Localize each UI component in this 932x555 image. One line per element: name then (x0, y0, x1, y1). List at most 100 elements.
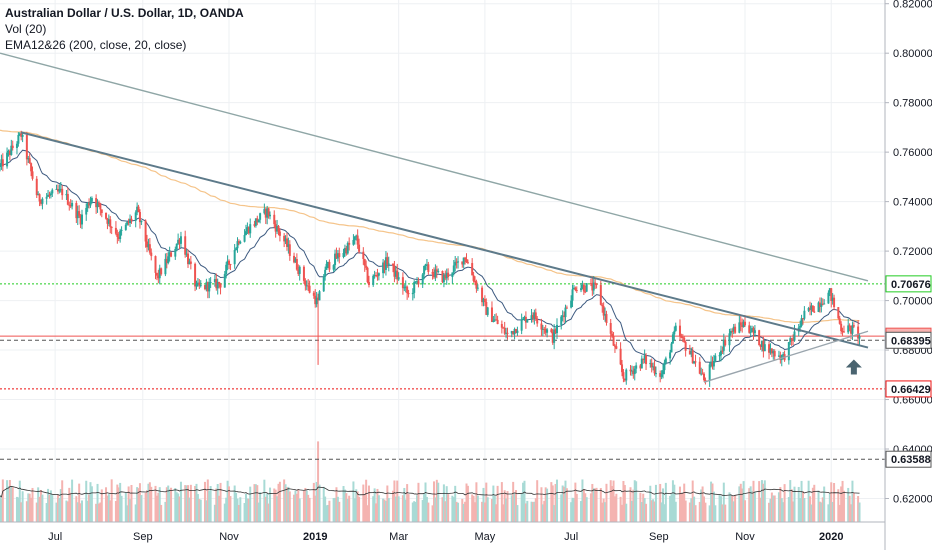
candle-body (226, 260, 229, 265)
candle-body (749, 331, 752, 333)
volume-bar (325, 505, 328, 522)
candle-body (297, 269, 300, 274)
volume-bar (652, 499, 655, 522)
volume-bar (536, 480, 539, 522)
candle-body (187, 253, 190, 265)
candle-body (809, 308, 812, 310)
candle-body (435, 269, 438, 272)
candle-body (731, 330, 734, 332)
candle-body (683, 337, 686, 343)
symbol-title[interactable]: Australian Dollar / U.S. Dollar, 1D, OAN… (5, 6, 244, 20)
price-tag-0.63588[interactable] (885, 450, 932, 468)
volume-bar (144, 492, 147, 522)
volume-bar (68, 487, 71, 522)
volume-bar (734, 495, 737, 522)
volume-bar (119, 482, 122, 522)
candle-body (496, 319, 499, 325)
candle-body (472, 275, 475, 281)
volume-bar (639, 492, 642, 522)
volume-bar (759, 497, 762, 522)
volume-bar (209, 486, 212, 522)
candle-body (274, 224, 277, 232)
volume-indicator-label[interactable]: Vol (20) (5, 22, 47, 36)
volume-bar (76, 502, 79, 522)
price-tag-0.68395[interactable] (885, 331, 932, 349)
volume-bar (820, 502, 823, 522)
candle-body (228, 260, 231, 265)
volume-bar (28, 493, 31, 522)
candle-body (423, 265, 426, 275)
volume-bar (643, 498, 646, 522)
volume-bar (698, 501, 701, 522)
volume-bar (811, 487, 814, 522)
volume-bar (423, 493, 426, 522)
candle-body (742, 321, 745, 328)
up-arrow-icon[interactable] (845, 359, 862, 375)
candle-body (293, 255, 296, 263)
candle-body (185, 253, 188, 255)
volume-bar (674, 501, 677, 522)
volume-bar (732, 501, 735, 522)
volume-bar (584, 493, 587, 522)
volume-bar (322, 486, 325, 522)
price-tick-label: 0.80000 (893, 48, 932, 60)
candle-body (427, 264, 430, 272)
volume-bar (411, 502, 414, 522)
volume-bar (435, 479, 438, 522)
candle-body (698, 361, 701, 374)
candle-body (768, 344, 771, 353)
candle-body (332, 265, 335, 270)
candle-body (635, 365, 638, 369)
volume-bar (476, 495, 479, 522)
candle-body (229, 264, 232, 266)
volume-bar (611, 486, 614, 522)
candle-body (205, 282, 208, 290)
volume-bar (334, 497, 337, 522)
rising-support-trendline[interactable] (703, 330, 869, 383)
candle-body (729, 330, 732, 334)
volume-bar (522, 482, 525, 522)
time-tick-label: Nov (735, 531, 755, 543)
candle-body (25, 134, 28, 160)
candle-body (37, 194, 40, 196)
price-tag-0.66429[interactable] (885, 380, 932, 398)
candle-body (847, 325, 850, 333)
volume-bar (823, 486, 826, 522)
candle-body (6, 152, 9, 167)
candle-body (493, 319, 496, 321)
volume-bar (852, 492, 855, 522)
volume-bar (124, 492, 127, 522)
candle-body (492, 320, 495, 322)
volume-bar (393, 480, 396, 522)
volume-bar (96, 483, 99, 522)
volume-bar (276, 496, 279, 522)
volume-bar (273, 488, 276, 522)
volume-bar (790, 489, 793, 522)
candle-body (208, 282, 211, 292)
candle-body (346, 242, 349, 254)
candle-body (739, 322, 742, 325)
volume-bar (546, 488, 549, 522)
volume-bar (615, 493, 618, 522)
volume-bar (213, 504, 216, 522)
candle-body (28, 158, 31, 164)
candle-body (851, 325, 854, 334)
volume-bar (744, 500, 747, 522)
candle-body (154, 256, 157, 273)
major-down-trendline[interactable] (20, 131, 869, 349)
volume-bar (164, 501, 167, 522)
volume-bar (297, 489, 300, 522)
ema-indicator-label[interactable]: EMA12&26 (200, close, 20, close) (5, 38, 187, 52)
volume-bar (417, 482, 420, 522)
candle-body (823, 303, 826, 305)
time-tick-label: Mar (389, 531, 408, 543)
candle-body (257, 219, 260, 223)
outer-down-trendline[interactable] (0, 52, 869, 282)
volume-bar (244, 493, 247, 522)
volume-bar (857, 496, 860, 522)
price-tag-0.70676[interactable] (885, 275, 932, 293)
candle-body (175, 243, 178, 249)
candle-body (503, 327, 506, 334)
